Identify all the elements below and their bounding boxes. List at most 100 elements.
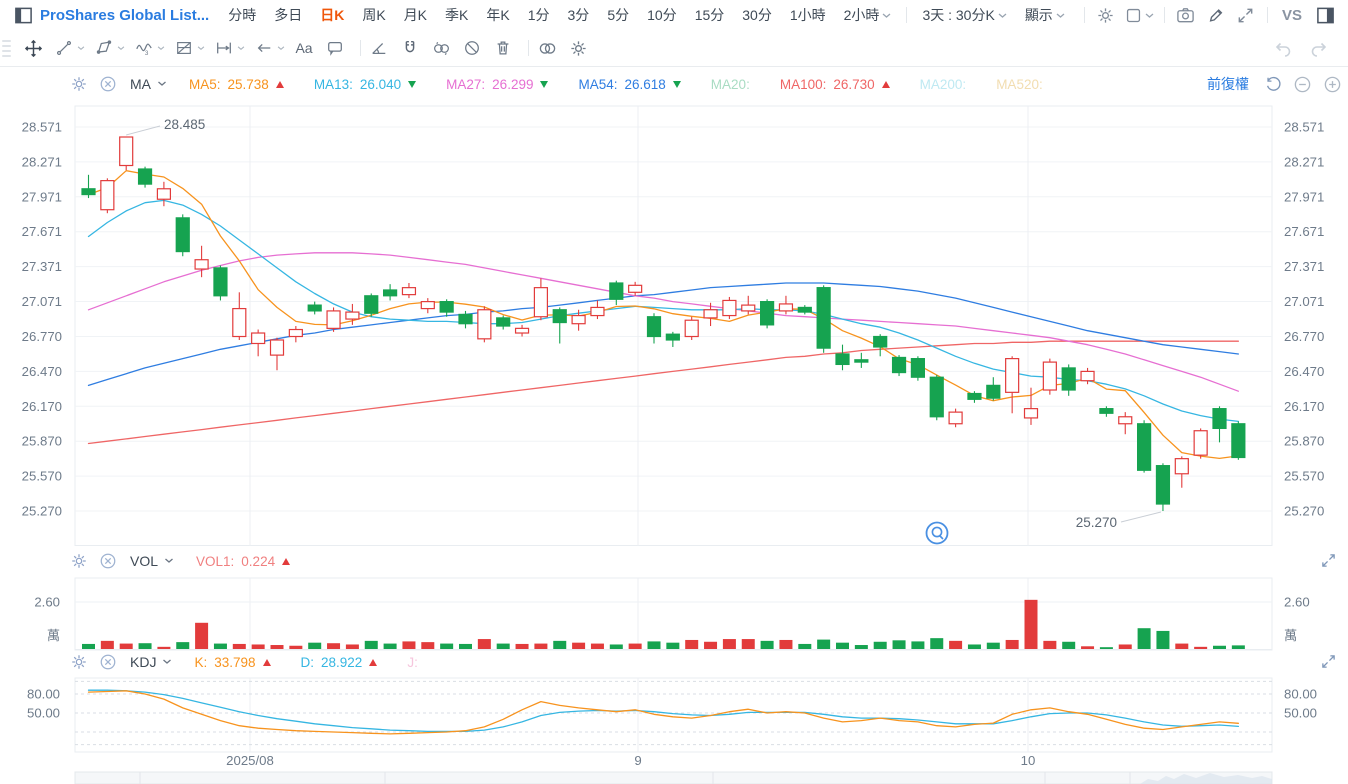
draw-annotation-icon[interactable] [1203, 2, 1229, 28]
hide-drawings-tool[interactable] [460, 36, 484, 60]
timeframe-1小時[interactable]: 1小時 [789, 7, 826, 23]
redo-icon[interactable] [1308, 36, 1332, 60]
indicator-value-ma520[interactable]: MA520: [996, 77, 1043, 92]
indicator-value-ma27[interactable]: MA27: 26.299 [446, 77, 549, 92]
chevron-down-icon[interactable] [157, 46, 165, 51]
candlestick-series[interactable] [81, 136, 1246, 511]
compare-overlay-tool[interactable] [535, 36, 559, 60]
timeframe-2小時[interactable]: 2小時 [844, 5, 892, 25]
svg-text:27.671: 27.671 [22, 224, 62, 239]
layout-selector[interactable] [1125, 7, 1154, 24]
chevron-down-icon[interactable] [77, 46, 85, 51]
text-tool[interactable]: Aa [295, 40, 313, 56]
range-mode-selector[interactable]: 3天 : 30分K [922, 5, 1007, 25]
delete-drawings-icon[interactable] [491, 36, 515, 60]
candle-body [326, 310, 341, 329]
kdj-indicator-selector[interactable]: KDJ [130, 654, 172, 670]
indicator-value-ma200[interactable]: MA200: [920, 77, 967, 92]
timeframe-年K[interactable]: 年K [486, 7, 510, 23]
volume-bars[interactable] [75, 599, 1272, 650]
candle-body [496, 317, 511, 327]
candle-body [967, 392, 982, 400]
candle-body [232, 307, 247, 338]
kdj-close-icon[interactable] [99, 653, 117, 671]
ma-close-icon[interactable] [99, 75, 117, 93]
indicator-value-j[interactable]: J: [407, 655, 418, 670]
note-tool[interactable] [323, 36, 347, 60]
candle-body [986, 384, 1001, 399]
chevron-down-icon[interactable] [237, 46, 245, 51]
angle-tool[interactable] [367, 36, 391, 60]
timeframe-日K[interactable]: 日K [320, 7, 345, 23]
candle-body [609, 282, 624, 300]
indicator-value-ma54[interactable]: MA54: 26.618 [578, 77, 681, 92]
measure-tool[interactable] [212, 36, 236, 60]
reset-zoom-icon[interactable] [1264, 75, 1282, 93]
kdj-settings-icon[interactable] [70, 653, 88, 671]
indicator-value-ma20[interactable]: MA20: [711, 77, 750, 92]
cursor-move-tool[interactable] [21, 36, 45, 60]
arrow-tool[interactable] [252, 36, 276, 60]
svg-text:28.271: 28.271 [22, 154, 62, 169]
magnet-tool[interactable] [398, 36, 422, 60]
timeframe-3分[interactable]: 3分 [567, 7, 590, 23]
volume-bar [986, 642, 1000, 649]
vs-compare-button[interactable]: VS [1281, 6, 1302, 24]
indicator-value-k[interactable]: K: 33.798 [194, 655, 271, 670]
sync-drawings-tool[interactable] [429, 36, 453, 60]
toolbar-settings-icon[interactable] [566, 36, 590, 60]
chart-settings-icon[interactable] [1093, 2, 1119, 28]
timeframe-周K[interactable]: 周K [362, 7, 386, 23]
candle-body [722, 299, 737, 317]
toolbar-drag-handle[interactable] [2, 39, 11, 57]
vol-close-icon[interactable] [99, 552, 117, 570]
symbol-title[interactable]: ProShares Global List... [40, 6, 210, 24]
timeframe-15分[interactable]: 15分 [694, 7, 725, 23]
timeframe-30分[interactable]: 30分 [742, 7, 772, 23]
vol-settings-icon[interactable] [70, 552, 88, 570]
vol-expand-icon[interactable] [1321, 553, 1336, 568]
shape-tool[interactable] [92, 36, 116, 60]
chevron-down-icon[interactable] [117, 46, 125, 51]
timeframe-季K[interactable]: 季K [445, 7, 469, 23]
ma-label: MA [130, 76, 151, 92]
svg-text:2025/08: 2025/08 [226, 753, 274, 768]
timeframe-多日[interactable]: 多日 [274, 7, 303, 23]
timeframe-分時[interactable]: 分時 [228, 7, 257, 23]
trend-line-tool[interactable] [52, 36, 76, 60]
chevron-down-icon[interactable] [277, 46, 285, 51]
ma-settings-icon[interactable] [70, 75, 88, 93]
wave-tool[interactable]: 3 [132, 36, 156, 60]
timeframe-5分[interactable]: 5分 [607, 7, 630, 23]
fib-retracement-tool[interactable] [172, 36, 196, 60]
undo-icon[interactable] [1270, 36, 1294, 60]
zoom-in-icon[interactable] [1323, 75, 1342, 94]
volume-bar [930, 638, 944, 649]
vol-indicator-selector[interactable]: VOL [130, 553, 174, 569]
trend-up-icon [282, 557, 291, 565]
zoom-out-icon[interactable] [1293, 75, 1312, 94]
indicator-value-ma13[interactable]: MA13: 26.040 [314, 77, 417, 92]
kdj-expand-icon[interactable] [1321, 654, 1336, 669]
candle-body [778, 303, 794, 312]
ma-indicator-selector[interactable]: MA [130, 76, 167, 92]
volume-bar [873, 641, 887, 649]
indicator-value-vol1[interactable]: VOL1: 0.224 [196, 554, 291, 569]
mini-panel-strip[interactable] [74, 771, 1273, 784]
forward-adjusted-button[interactable]: 前復權 [1207, 76, 1249, 92]
svg-text:25.270: 25.270 [22, 504, 62, 519]
screenshot-icon[interactable] [1173, 2, 1199, 28]
left-panel-toggle-icon[interactable] [10, 2, 36, 28]
chevron-down-icon[interactable] [197, 46, 205, 51]
indicator-value-ma5[interactable]: MA5: 25.738 [189, 77, 284, 92]
indicator-value-d[interactable]: D: 28.922 [301, 655, 378, 670]
timeframe-月K[interactable]: 月K [403, 7, 428, 23]
volume-bar [967, 644, 981, 649]
right-panel-toggle-icon[interactable] [1312, 2, 1338, 28]
timeframe-10分[interactable]: 10分 [647, 7, 677, 23]
display-menu[interactable]: 顯示 [1025, 5, 1065, 25]
fullscreen-icon[interactable] [1233, 2, 1259, 28]
indicator-value-ma100[interactable]: MA100: 26.730 [780, 77, 890, 92]
timeframe-1分[interactable]: 1分 [527, 7, 550, 23]
